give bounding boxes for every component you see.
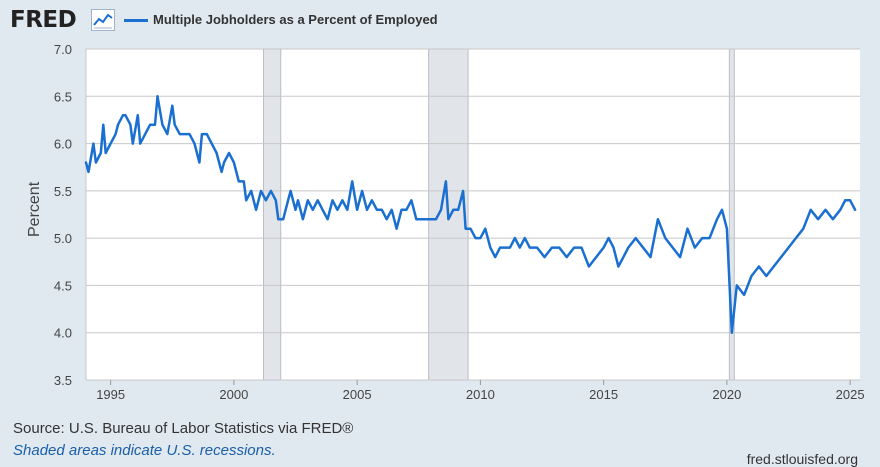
source-note: Source: U.S. Bureau of Labor Statistics …	[13, 420, 354, 437]
y-tick-label: 7.0	[54, 42, 72, 57]
y-tick-label: 3.5	[54, 373, 72, 388]
x-tick-label: 1995	[96, 387, 125, 402]
fred-logo[interactable]: FRED	[10, 7, 77, 33]
y-tick-label: 4.0	[54, 326, 72, 341]
legend-swatch	[124, 19, 148, 22]
y-axis-title: Percent	[26, 181, 43, 237]
legend-label[interactable]: Multiple Jobholders as a Percent of Empl…	[153, 12, 438, 27]
x-tick-label: 2020	[712, 387, 741, 402]
chart-header: FRED Multiple Jobholders as a Percent of…	[0, 0, 880, 40]
x-tick-label: 2005	[343, 387, 372, 402]
site-url[interactable]: fred.stlouisfed.org	[746, 451, 858, 467]
y-tick-label: 5.0	[54, 231, 72, 246]
y-tick-label: 6.5	[54, 89, 72, 104]
recession-note[interactable]: Shaded areas indicate U.S. recessions.	[13, 442, 276, 459]
gridlines	[85, 48, 860, 381]
x-tick-label: 2015	[589, 387, 618, 402]
y-axis-ticks: 3.5 4.0 4.5 5.0 5.5 6.0 6.5 7.0	[54, 42, 72, 388]
y-tick-label: 4.5	[54, 278, 72, 293]
x-axis-ticks: 1995 2000 2005 2010 2015 2020 2025	[96, 380, 865, 402]
x-tick-label: 2025	[836, 387, 865, 402]
x-tick-label: 2000	[219, 387, 248, 402]
line-chart-icon[interactable]	[91, 9, 115, 31]
x-tick-label: 2010	[466, 387, 495, 402]
y-tick-label: 5.5	[54, 184, 72, 199]
plot-area	[86, 49, 860, 380]
series-line-1[interactable]	[84, 95, 857, 334]
y-tick-label: 6.0	[54, 137, 72, 152]
series-layer[interactable]	[84, 95, 857, 334]
